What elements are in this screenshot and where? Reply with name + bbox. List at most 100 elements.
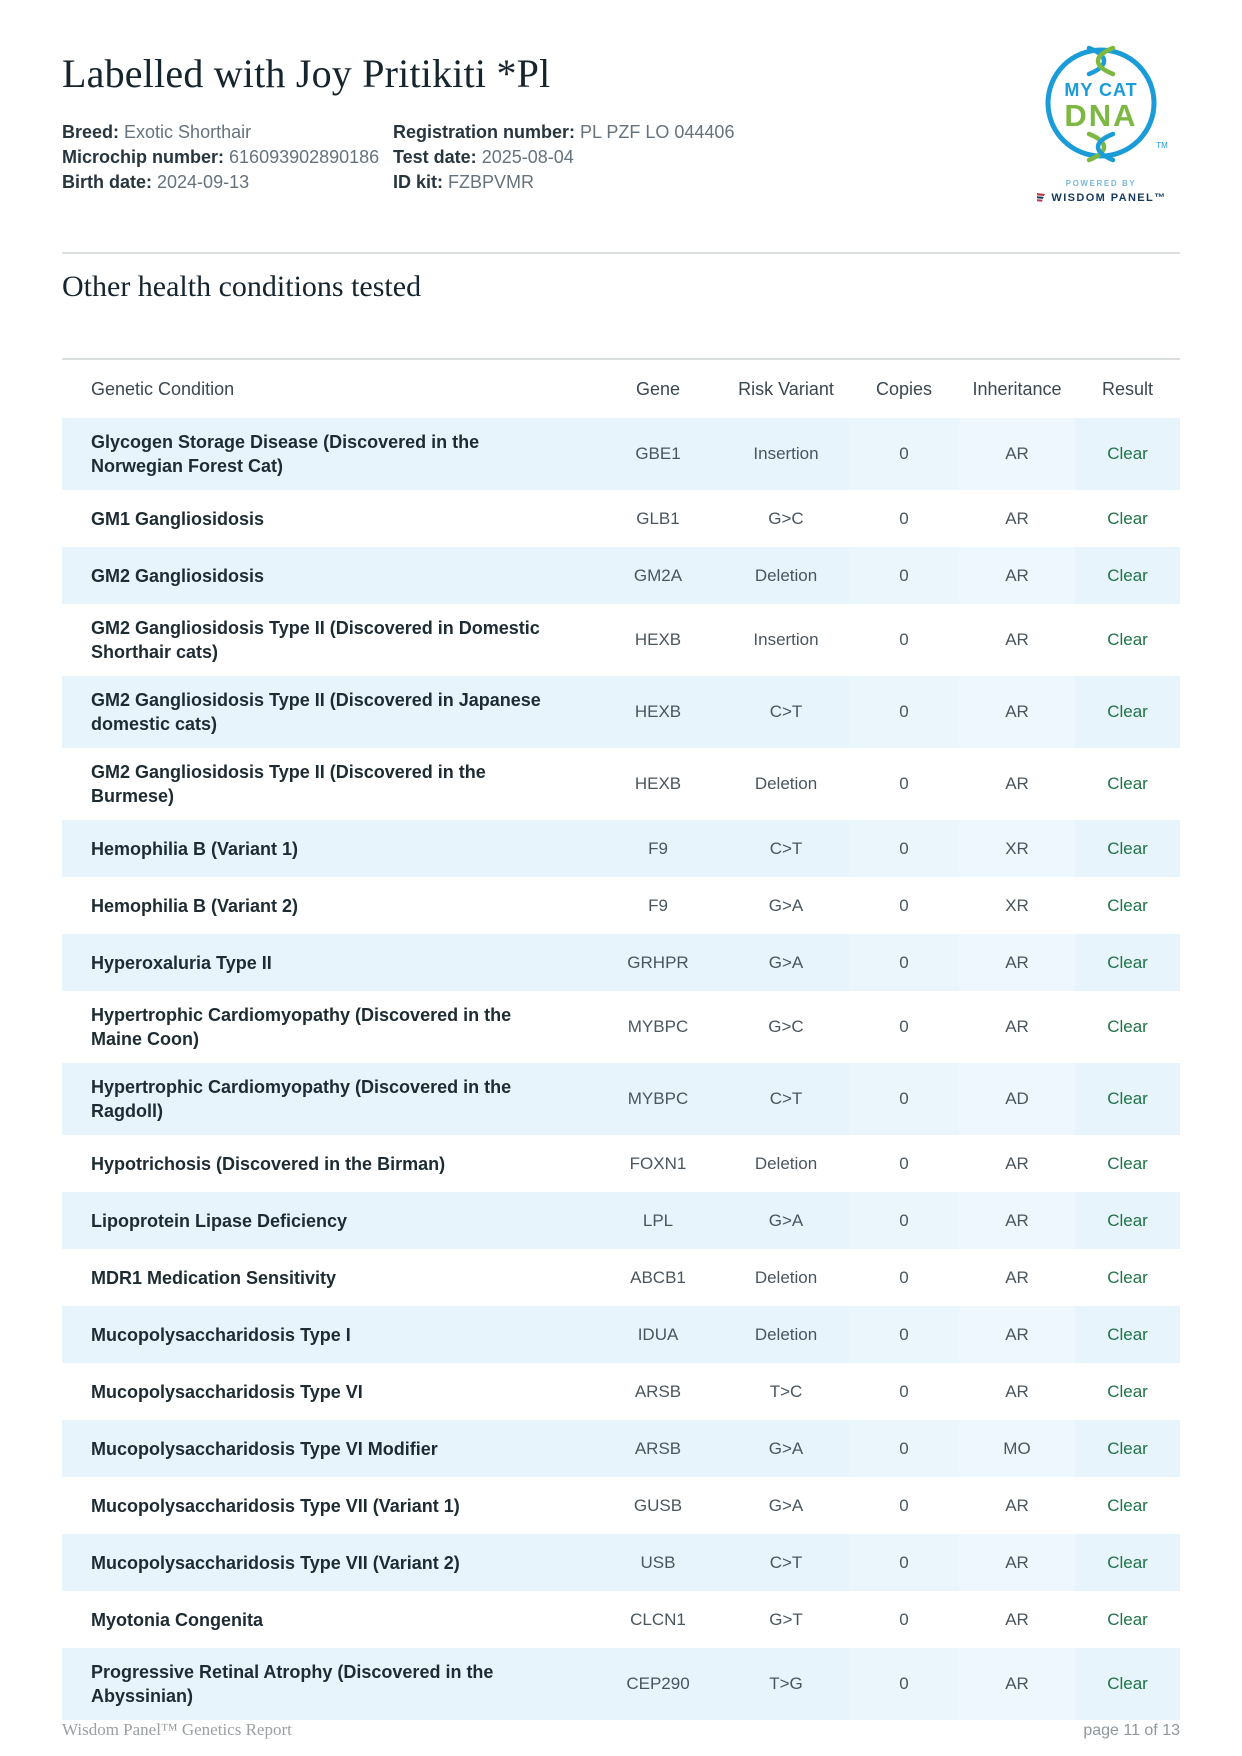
table-row: Mucopolysaccharidosis Type VII (Variant … xyxy=(62,1477,1180,1534)
risk-variant-cell: G>A xyxy=(723,1192,849,1249)
result-cell: Clear xyxy=(1107,1381,1148,1401)
wisdom-panel-icon xyxy=(1037,193,1046,202)
risk-variant-cell: G>T xyxy=(769,1609,803,1629)
risk-variant-cell: Insertion xyxy=(723,418,849,490)
info-breed-value: Exotic Shorthair xyxy=(124,122,252,142)
table-row: Mucopolysaccharidosis Type VI Modifier A… xyxy=(62,1420,1180,1477)
info-registration-value: PL PZF LO 044406 xyxy=(580,122,735,142)
result-cell: Clear xyxy=(1107,895,1148,915)
gene-cell: IDUA xyxy=(593,1306,723,1363)
condition-cell: Mucopolysaccharidosis Type VI Modifier xyxy=(62,1420,593,1477)
result-cell: Clear xyxy=(1075,1420,1180,1477)
copies-cell: 0 xyxy=(849,934,959,991)
my-cat-dna-logo: MY CAT DNA TM POWERED BY WISDOM PANEL™ xyxy=(1026,44,1176,204)
table-row: Hyperoxaluria Type II GRHPR G>A 0 AR Cle… xyxy=(62,934,1180,991)
copies-cell: 0 xyxy=(899,508,909,528)
condition-cell: Progressive Retinal Atrophy (Discovered … xyxy=(62,1648,593,1720)
risk-variant-cell: C>T xyxy=(723,676,849,748)
risk-variant-cell: Deletion xyxy=(754,774,818,793)
table-row: Hemophilia B (Variant 1) F9 C>T 0 XR Cle… xyxy=(62,820,1180,877)
info-test-date-value: 2025-08-04 xyxy=(481,147,574,167)
result-cell: Clear xyxy=(1075,1192,1180,1249)
risk-variant-cell: T>G xyxy=(723,1648,849,1720)
info-microchip-value: 616093902890186 xyxy=(229,147,380,167)
copies-cell: 0 xyxy=(849,418,959,490)
inheritance-cell: AR xyxy=(1005,1267,1029,1287)
copies-cell: 0 xyxy=(849,820,959,877)
col-risk-variant: Risk Variant xyxy=(738,378,834,399)
inheritance-cell: AR xyxy=(1005,630,1029,649)
result-cell: Clear xyxy=(1107,508,1148,528)
info-test-date-label: Test date: xyxy=(393,147,477,167)
condition-cell: MDR1 Medication Sensitivity xyxy=(91,1267,337,1288)
page-footer: Wisdom Panel™ Genetics Report page 11 of… xyxy=(62,1720,1180,1740)
result-cell: Clear xyxy=(1075,1063,1180,1135)
inheritance-cell: AR xyxy=(1005,1017,1029,1036)
table-row: Progressive Retinal Atrophy (Discovered … xyxy=(62,1648,1180,1720)
condition-cell: Hyperoxaluria Type II xyxy=(62,934,593,991)
copies-cell: 0 xyxy=(899,1153,909,1173)
copies-cell: 0 xyxy=(899,1495,909,1515)
pet-info-right: Registration number: PL PZF LO 044406 Te… xyxy=(393,120,734,195)
inheritance-cell: AR xyxy=(1005,1153,1029,1173)
table-row: Myotonia Congenita CLCN1 G>T 0 AR Clear xyxy=(62,1591,1180,1648)
info-registration: Registration number: PL PZF LO 044406 xyxy=(393,120,734,145)
condition-cell: Mucopolysaccharidosis Type VII (Variant … xyxy=(62,1534,593,1591)
table-row: GM2 Gangliosidosis Type II (Discovered i… xyxy=(62,604,1180,676)
gene-cell: MYBPC xyxy=(627,1017,689,1036)
info-microchip: Microchip number: 616093902890186 xyxy=(62,145,393,170)
result-cell: Clear xyxy=(1075,934,1180,991)
info-microchip-label: Microchip number: xyxy=(62,147,225,167)
copies-cell: 0 xyxy=(899,1267,909,1287)
inheritance-cell: MO xyxy=(959,1420,1075,1477)
condition-cell: Mucopolysaccharidosis Type VII (Variant … xyxy=(91,1495,460,1516)
header-divider xyxy=(62,252,1180,254)
inheritance-cell: AR xyxy=(959,934,1075,991)
condition-cell: GM2 Gangliosidosis Type II (Discovered i… xyxy=(62,676,593,748)
table-row: Lipoprotein Lipase Deficiency LPL G>A 0 … xyxy=(62,1192,1180,1249)
table-row: Mucopolysaccharidosis Type VI ARSB T>C 0… xyxy=(62,1363,1180,1420)
gene-cell: CEP290 xyxy=(593,1648,723,1720)
table-row: MDR1 Medication Sensitivity ABCB1 Deleti… xyxy=(62,1249,1180,1306)
inheritance-cell: AR xyxy=(959,547,1075,604)
table-row: Mucopolysaccharidosis Type I IDUA Deleti… xyxy=(62,1306,1180,1363)
inheritance-cell: AR xyxy=(959,418,1075,490)
copies-cell: 0 xyxy=(849,1306,959,1363)
gene-cell: ARSB xyxy=(634,1381,682,1401)
table-header-row: Genetic Condition Gene Risk Variant Copi… xyxy=(62,360,1180,418)
risk-variant-cell: Deletion xyxy=(754,1267,818,1287)
gene-cell: ARSB xyxy=(593,1420,723,1477)
condition-cell: GM2 Gangliosidosis xyxy=(62,547,593,604)
copies-cell: 0 xyxy=(899,1017,909,1036)
result-cell: Clear xyxy=(1075,1648,1180,1720)
inheritance-cell: AR xyxy=(1005,1495,1029,1515)
pet-info-left: Breed: Exotic Shorthair Microchip number… xyxy=(62,120,393,195)
info-breed: Breed: Exotic Shorthair xyxy=(62,120,393,145)
condition-cell: Hypotrichosis (Discovered in the Birman) xyxy=(91,1153,446,1174)
inheritance-cell: AR xyxy=(1005,1609,1029,1629)
footer-report-name: Wisdom Panel™ Genetics Report xyxy=(62,1720,292,1739)
result-cell: Clear xyxy=(1107,1017,1148,1036)
col-inheritance: Inheritance xyxy=(972,378,1062,399)
wisdom-panel-brand: WISDOM PANEL™ xyxy=(1026,192,1176,204)
inheritance-cell: XR xyxy=(959,820,1075,877)
condition-cell: GM2 Gangliosidosis Type II (Discovered i… xyxy=(91,618,540,662)
pet-info: Breed: Exotic Shorthair Microchip number… xyxy=(62,120,1180,195)
gene-cell: F9 xyxy=(593,820,723,877)
result-cell: Clear xyxy=(1107,1153,1148,1173)
result-cell: Clear xyxy=(1107,1609,1148,1629)
copies-cell: 0 xyxy=(899,1381,909,1401)
condition-cell: Mucopolysaccharidosis Type VI xyxy=(91,1381,363,1402)
table-row: GM2 Gangliosidosis GM2A Deletion 0 AR Cl… xyxy=(62,547,1180,604)
inheritance-cell: AR xyxy=(959,1192,1075,1249)
my-cat-dna-logo-mark: MY CAT DNA TM xyxy=(1045,45,1168,163)
table-row: Glycogen Storage Disease (Discovered in … xyxy=(62,418,1180,490)
col-result: Result xyxy=(1101,378,1154,399)
info-test-date: Test date: 2025-08-04 xyxy=(393,145,734,170)
copies-cell: 0 xyxy=(899,630,909,649)
inheritance-cell: AR xyxy=(1005,774,1029,793)
powered-by-label: POWERED BY xyxy=(1065,179,1137,188)
copies-cell: 0 xyxy=(849,1648,959,1720)
table-row: Hemophilia B (Variant 2) F9 G>A 0 XR Cle… xyxy=(62,877,1180,934)
